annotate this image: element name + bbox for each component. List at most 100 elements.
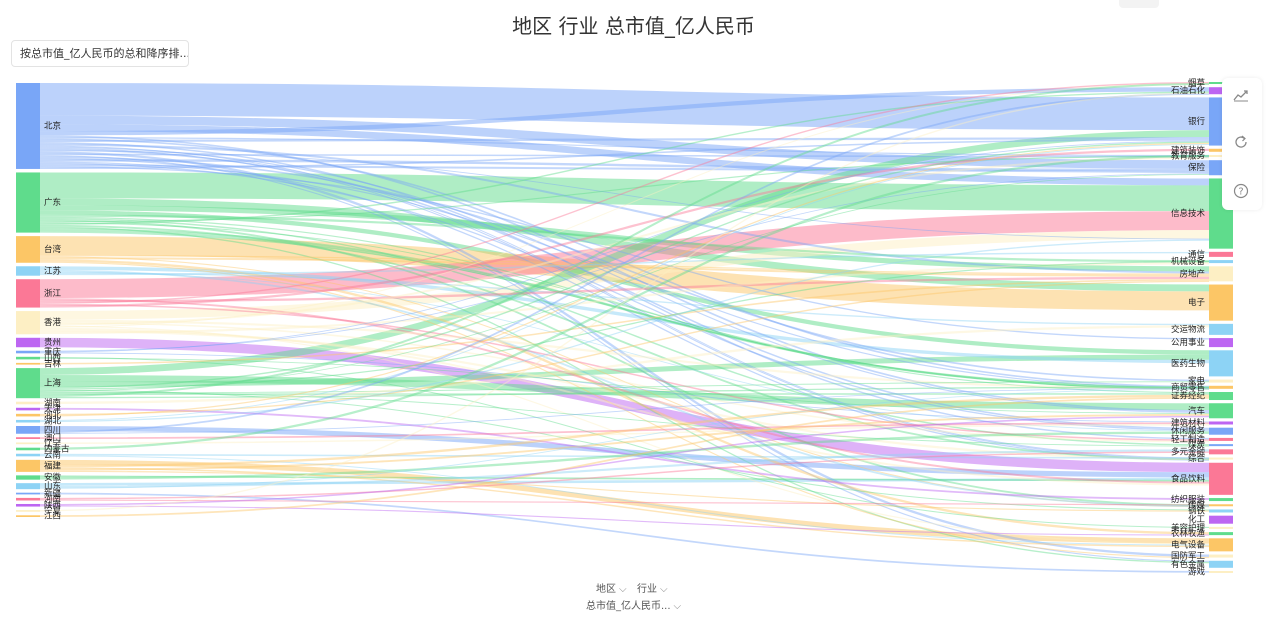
region-node[interactable]	[16, 368, 40, 399]
flow-link[interactable]	[39, 173, 1210, 352]
flow-link[interactable]	[39, 172, 1210, 212]
flow-link[interactable]	[39, 467, 1210, 548]
flow-link[interactable]	[39, 337, 1210, 473]
industry-node[interactable]	[1209, 260, 1233, 264]
flow-link[interactable]	[39, 205, 1210, 272]
flow-link[interactable]	[39, 327, 1210, 486]
refresh-icon[interactable]	[1230, 131, 1252, 153]
flow-link[interactable]	[39, 142, 1210, 417]
industry-node[interactable]	[1209, 251, 1233, 257]
region-node[interactable]	[16, 356, 40, 360]
sort-order-dropdown[interactable]: 按总市值_亿人民币的总和降序排...	[11, 40, 189, 67]
industry-node[interactable]	[1209, 570, 1233, 573]
region-node[interactable]	[16, 337, 40, 348]
flow-link[interactable]	[39, 214, 1210, 263]
flow-link[interactable]	[39, 157, 1210, 461]
region-node[interactable]	[16, 497, 40, 501]
flow-link[interactable]	[39, 357, 1210, 414]
flow-link[interactable]	[39, 231, 1210, 388]
industry-node[interactable]	[1209, 526, 1233, 529]
flow-link[interactable]	[39, 147, 1210, 460]
region-node[interactable]	[16, 492, 40, 495]
flow-link[interactable]	[39, 256, 1210, 508]
flow-link[interactable]	[39, 426, 1210, 478]
flow-link[interactable]	[39, 269, 1210, 508]
flow-link[interactable]	[39, 413, 1210, 471]
flow-link[interactable]	[39, 257, 1210, 277]
region-field-selector[interactable]: 地区 ⌵	[596, 580, 627, 595]
flow-link[interactable]	[39, 87, 1210, 136]
flow-link[interactable]	[39, 262, 1210, 334]
region-node[interactable]	[16, 503, 40, 507]
flow-link[interactable]	[39, 266, 1210, 364]
flow-link[interactable]	[39, 394, 1210, 468]
industry-node[interactable]	[1209, 421, 1233, 425]
flow-link[interactable]	[39, 424, 1210, 444]
flow-link[interactable]	[39, 144, 1210, 421]
flow-link[interactable]	[39, 261, 1210, 559]
industry-node[interactable]	[1209, 392, 1233, 401]
region-node[interactable]	[16, 172, 40, 233]
region-node[interactable]	[16, 401, 40, 405]
flow-link[interactable]	[39, 135, 1210, 412]
flow-link[interactable]	[39, 255, 1210, 275]
industry-node[interactable]	[1209, 323, 1233, 335]
flow-link[interactable]	[39, 150, 1210, 240]
flow-link[interactable]	[39, 151, 1210, 557]
flow-link[interactable]	[39, 397, 1210, 518]
flow-link[interactable]	[39, 148, 1210, 308]
region-node[interactable]	[16, 475, 40, 480]
industry-node[interactable]	[1209, 449, 1233, 455]
region-node[interactable]	[16, 483, 40, 490]
industry-node[interactable]	[1209, 148, 1233, 152]
region-node[interactable]	[16, 83, 40, 169]
region-node[interactable]	[16, 510, 40, 512]
flow-link[interactable]	[39, 146, 1210, 413]
flow-link[interactable]	[39, 459, 1210, 544]
flow-link[interactable]	[39, 226, 1210, 564]
flow-link[interactable]	[39, 83, 1210, 328]
industry-node[interactable]	[1209, 154, 1233, 157]
flow-link[interactable]	[39, 81, 1210, 304]
region-node[interactable]	[16, 453, 40, 457]
flow-link[interactable]	[39, 381, 1210, 394]
flow-link[interactable]	[39, 224, 1210, 461]
industry-node[interactable]	[1209, 560, 1233, 568]
flow-link[interactable]	[39, 407, 1210, 500]
flow-link[interactable]	[39, 115, 1210, 169]
flow-link[interactable]	[39, 455, 1210, 546]
region-node[interactable]	[16, 362, 40, 365]
flow-link[interactable]	[39, 155, 1210, 223]
flow-link[interactable]	[39, 137, 1210, 157]
flow-link[interactable]	[39, 239, 1210, 423]
industry-node[interactable]	[1209, 427, 1233, 435]
industry-node[interactable]	[1209, 437, 1233, 441]
flow-link[interactable]	[39, 451, 1210, 500]
flow-link[interactable]	[39, 303, 1210, 441]
flow-link[interactable]	[39, 391, 1210, 447]
flow-link[interactable]	[39, 216, 1210, 394]
industry-node[interactable]	[1209, 457, 1233, 460]
industry-node[interactable]	[1209, 532, 1233, 536]
industry-field-selector[interactable]: 行业 ⌵	[637, 580, 668, 595]
industry-node[interactable]	[1209, 87, 1233, 95]
flow-link[interactable]	[39, 130, 1210, 375]
flow-link[interactable]	[39, 153, 1210, 158]
flow-link[interactable]	[39, 321, 1210, 443]
industry-node[interactable]	[1209, 350, 1233, 377]
flow-link[interactable]	[39, 174, 1210, 392]
flow-link[interactable]	[39, 492, 1210, 573]
flow-link[interactable]	[39, 319, 1210, 390]
region-node[interactable]	[16, 437, 40, 439]
flow-link[interactable]	[39, 136, 1210, 143]
industry-node[interactable]	[1209, 515, 1233, 524]
flow-link[interactable]	[39, 162, 1210, 431]
flow-link[interactable]	[39, 143, 1210, 274]
flow-link[interactable]	[39, 325, 1210, 404]
flow-link[interactable]	[39, 229, 1210, 390]
industry-node[interactable]	[1209, 498, 1233, 502]
flow-link[interactable]	[39, 138, 1210, 388]
region-node[interactable]	[16, 419, 40, 423]
industry-node[interactable]	[1209, 82, 1233, 85]
flow-link[interactable]	[39, 389, 1210, 511]
